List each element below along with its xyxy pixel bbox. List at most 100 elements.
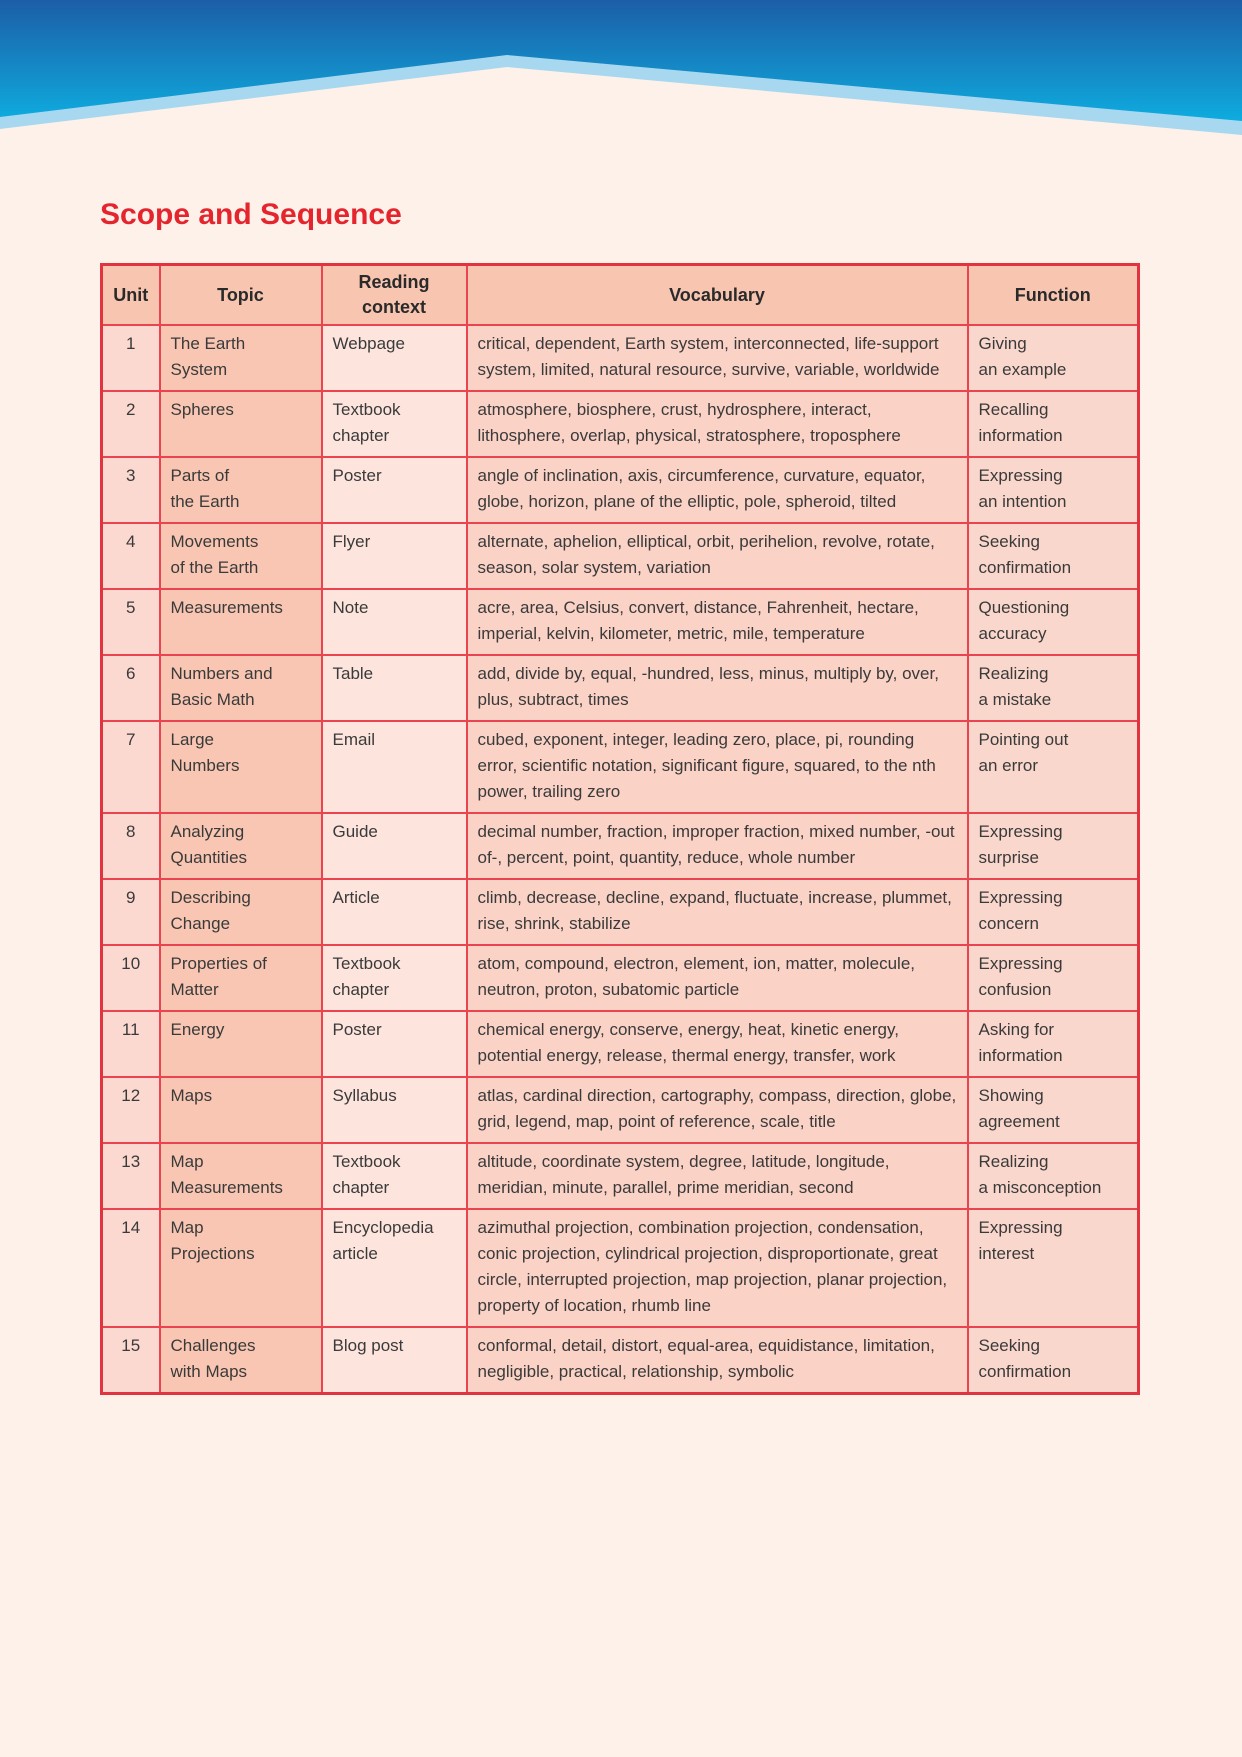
cell-function: Expressing an intention — [966, 456, 1140, 524]
cell-function: Realizing a misconception — [966, 1142, 1140, 1210]
cell-function: Recalling information — [966, 390, 1140, 458]
cell-unit: 8 — [100, 812, 161, 880]
cell-reading-context: Encyclopedia article — [320, 1208, 468, 1328]
cell-topic: Properties of Matter — [158, 944, 323, 1012]
page-content: Scope and Sequence Unit Topic Reading co… — [100, 198, 1140, 1395]
cell-vocabulary: climb, decrease, decline, expand, fluctu… — [465, 878, 969, 946]
cell-function: Showing agreement — [966, 1076, 1140, 1144]
cell-reading-context: Syllabus — [320, 1076, 468, 1144]
cell-topic: Describing Change — [158, 878, 323, 946]
cell-reading-context: Email — [320, 720, 468, 814]
cell-reading-context: Textbook chapter — [320, 944, 468, 1012]
cell-reading-context: Webpage — [320, 324, 468, 392]
cell-unit: 7 — [100, 720, 161, 814]
cell-vocabulary: chemical energy, conserve, energy, heat,… — [465, 1010, 969, 1078]
table-row: 14 Map Projections Encyclopedia article azi… — [100, 1208, 1140, 1328]
cell-function: Giving an example — [966, 324, 1140, 392]
column-header-function: Function — [966, 263, 1140, 326]
cell-unit: 12 — [100, 1076, 161, 1144]
cell-unit: 14 — [100, 1208, 161, 1328]
cell-vocabulary: decimal number, fraction, improper fract… — [465, 812, 969, 880]
cell-topic: Analyzing Quantities — [158, 812, 323, 880]
cell-unit: 9 — [100, 878, 161, 946]
table-row: 4 Movements of the Earth Flyer alternate, a… — [100, 522, 1140, 590]
cell-vocabulary: altitude, coordinate system, degree, lat… — [465, 1142, 969, 1210]
wave-graphic — [0, 0, 1242, 150]
cell-unit: 11 — [100, 1010, 161, 1078]
cell-unit: 4 — [100, 522, 161, 590]
cell-vocabulary: cubed, exponent, integer, leading zero, … — [465, 720, 969, 814]
cell-topic: Map Projections — [158, 1208, 323, 1328]
cell-vocabulary: atmosphere, biosphere, crust, hydrospher… — [465, 390, 969, 458]
cell-reading-context: Guide — [320, 812, 468, 880]
cell-reading-context: Article — [320, 878, 468, 946]
table-row: 7 Large Numbers Email cubed, exponent, inte… — [100, 720, 1140, 814]
cell-vocabulary: angle of inclination, axis, circumferenc… — [465, 456, 969, 524]
table-row: 11 Energy Poster chemical energy, conserve,… — [100, 1010, 1140, 1078]
cell-function: Asking for information — [966, 1010, 1140, 1078]
cell-reading-context: Poster — [320, 456, 468, 524]
cell-topic: Spheres — [158, 390, 323, 458]
cell-unit: 15 — [100, 1326, 161, 1395]
cell-unit: 2 — [100, 390, 161, 458]
table-row: 3 Parts of the Earth Poster angle of inclin… — [100, 456, 1140, 524]
cell-vocabulary: azimuthal projection, combination projec… — [465, 1208, 969, 1328]
cell-vocabulary: critical, dependent, Earth system, inter… — [465, 324, 969, 392]
cell-topic: Map Measurements — [158, 1142, 323, 1210]
cell-unit: 1 — [100, 324, 161, 392]
table-row: 13 Map Measurements Textbook chapter altitu… — [100, 1142, 1140, 1210]
table-header-row: Unit Topic Reading context Vocabulary Fu… — [100, 263, 1140, 326]
cell-unit: 10 — [100, 944, 161, 1012]
cell-topic: Large Numbers — [158, 720, 323, 814]
table-row: 10 Properties of Matter Textbook chapter at… — [100, 944, 1140, 1012]
cell-vocabulary: alternate, aphelion, elliptical, orbit, … — [465, 522, 969, 590]
cell-vocabulary: atom, compound, electron, element, ion, … — [465, 944, 969, 1012]
cell-topic: Energy — [158, 1010, 323, 1078]
cell-reading-context: Table — [320, 654, 468, 722]
table-row: 15 Challenges with Maps Blog post conformal… — [100, 1326, 1140, 1395]
cell-topic: Parts of the Earth — [158, 456, 323, 524]
scope-and-sequence-table: Unit Topic Reading context Vocabulary Fu… — [100, 263, 1140, 1395]
cell-unit: 3 — [100, 456, 161, 524]
cell-reading-context: Textbook chapter — [320, 1142, 468, 1210]
table-body: 1 The Earth System Webpage critical, depend… — [100, 324, 1140, 1395]
cell-function: Seeking confirmation — [966, 1326, 1140, 1395]
cell-function: Pointing out an error — [966, 720, 1140, 814]
table-row: 1 The Earth System Webpage critical, depend… — [100, 324, 1140, 392]
cell-reading-context: Note — [320, 588, 468, 656]
cell-function: Realizing a mistake — [966, 654, 1140, 722]
cell-vocabulary: add, divide by, equal, -hundred, less, m… — [465, 654, 969, 722]
cell-topic: Challenges with Maps — [158, 1326, 323, 1395]
cell-function: Expressing surprise — [966, 812, 1140, 880]
column-header-reading-context: Reading context — [320, 263, 468, 326]
cell-vocabulary: acre, area, Celsius, convert, distance, … — [465, 588, 969, 656]
cell-vocabulary: conformal, detail, distort, equal-area, … — [465, 1326, 969, 1395]
cell-unit: 6 — [100, 654, 161, 722]
column-header-vocabulary: Vocabulary — [465, 263, 969, 326]
cell-function: Expressing concern — [966, 878, 1140, 946]
cell-reading-context: Textbook chapter — [320, 390, 468, 458]
cell-unit: 13 — [100, 1142, 161, 1210]
cell-function: Expressing interest — [966, 1208, 1140, 1328]
cell-reading-context: Poster — [320, 1010, 468, 1078]
table-row: 6 Numbers and Basic Math Table add, divide … — [100, 654, 1140, 722]
cell-function: Expressing confusion — [966, 944, 1140, 1012]
column-header-topic: Topic — [158, 263, 323, 326]
cell-unit: 5 — [100, 588, 161, 656]
column-header-unit: Unit — [100, 263, 161, 326]
cell-topic: Maps — [158, 1076, 323, 1144]
cell-reading-context: Flyer — [320, 522, 468, 590]
cell-topic: Numbers and Basic Math — [158, 654, 323, 722]
table-row: 2 Spheres Textbook chapter atmosphere, bios… — [100, 390, 1140, 458]
cell-function: Seeking confirmation — [966, 522, 1140, 590]
cell-reading-context: Blog post — [320, 1326, 468, 1395]
cell-function: Questioning accuracy — [966, 588, 1140, 656]
cell-topic: The Earth System — [158, 324, 323, 392]
table-row: 9 Describing Change Article climb, decrease… — [100, 878, 1140, 946]
table-row: 8 Analyzing Quantities Guide decimal number… — [100, 812, 1140, 880]
cell-topic: Movements of the Earth — [158, 522, 323, 590]
top-wave-banner — [0, 0, 1242, 150]
cell-vocabulary: atlas, cardinal direction, cartography, … — [465, 1076, 969, 1144]
cell-topic: Measurements — [158, 588, 323, 656]
table-row: 5 Measurements Note acre, area, Celsius, co… — [100, 588, 1140, 656]
